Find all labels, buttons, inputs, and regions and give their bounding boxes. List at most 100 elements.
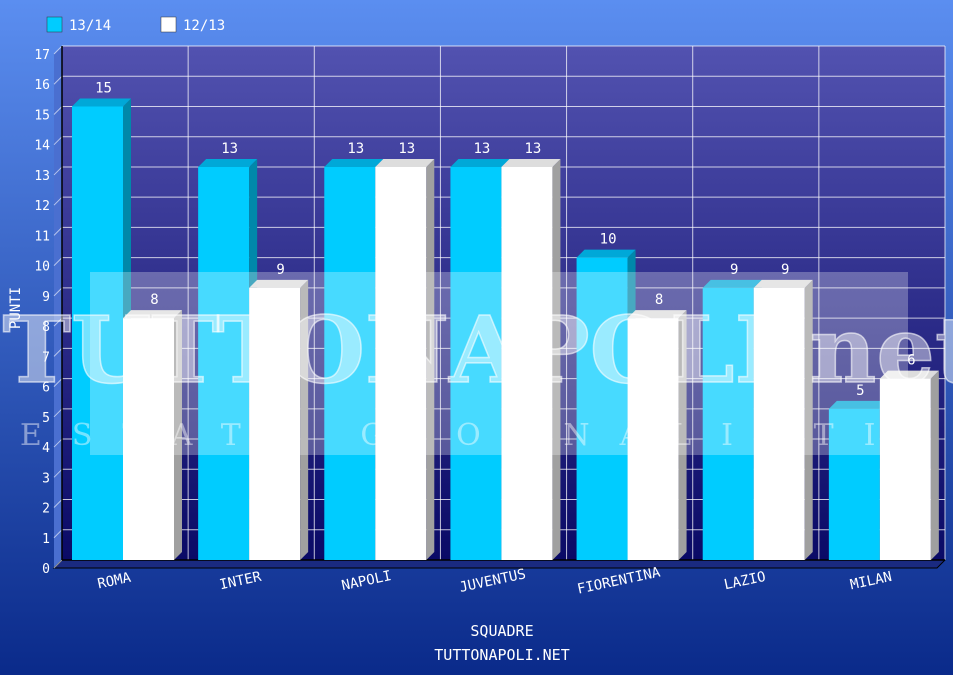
y-axis-label: PUNTI xyxy=(8,287,24,329)
bar-front xyxy=(198,166,250,561)
y-tick-label: 4 xyxy=(42,441,50,456)
y-tick-label: 7 xyxy=(42,350,50,365)
grid-line-wall xyxy=(53,438,63,448)
bar-front xyxy=(450,166,502,561)
bar-top xyxy=(753,279,813,288)
bar-side xyxy=(678,310,687,560)
bar-top xyxy=(249,279,309,288)
y-tick-label: 14 xyxy=(34,139,50,154)
y-tick-label: 6 xyxy=(42,381,50,396)
bar-top xyxy=(72,98,131,107)
plot-side-wall xyxy=(54,46,62,568)
bar-12/13-MILAN xyxy=(879,370,939,560)
legend-label: 12/13 xyxy=(183,18,225,34)
legend-swatch xyxy=(160,16,177,33)
data-label: 8 xyxy=(150,292,158,308)
bar-12/13-NAPOLI xyxy=(375,158,435,561)
data-label: 8 xyxy=(655,292,663,308)
grid-line-wall xyxy=(53,378,63,387)
grid-line-wall xyxy=(53,227,63,236)
bar-front xyxy=(828,408,880,560)
bar-12/13-INTER xyxy=(249,279,309,560)
data-label: 9 xyxy=(276,262,284,278)
bar-front xyxy=(501,166,553,561)
legend: 13/14 12/13 xyxy=(46,16,225,34)
y-tick-label: 11 xyxy=(34,229,50,244)
bar-top xyxy=(198,158,258,167)
bar-front xyxy=(879,378,931,560)
data-label: 13 xyxy=(221,141,238,157)
data-label: 13 xyxy=(473,141,490,157)
data-label: 9 xyxy=(781,262,789,278)
bar-front xyxy=(627,318,679,560)
grid-line-wall xyxy=(53,408,63,418)
bar-front xyxy=(702,287,754,560)
x-tick-label: ROMA xyxy=(96,570,133,593)
bar-front xyxy=(324,166,376,561)
legend-swatch xyxy=(46,16,63,33)
bar-front xyxy=(123,318,174,560)
bar-front xyxy=(375,166,427,561)
y-tick-label: 10 xyxy=(34,260,50,275)
bar-top xyxy=(879,370,939,379)
watermark-band xyxy=(90,272,908,455)
bar-side xyxy=(552,158,561,561)
grid-line-wall xyxy=(53,559,63,569)
y-tick-label: 16 xyxy=(34,78,50,93)
data-label: 9 xyxy=(730,262,738,278)
bar-side xyxy=(174,310,182,560)
grid-line-wall xyxy=(53,75,63,85)
bar-top xyxy=(828,400,888,409)
y-tick-label: 15 xyxy=(34,108,50,123)
watermark-title: TUTTONAPOLI.net xyxy=(3,296,953,404)
y-tick-label: 9 xyxy=(42,290,50,305)
y-tick-label: 17 xyxy=(34,48,50,63)
bar-12/13-JUVENTUS xyxy=(501,158,561,561)
source-label: TUTTONAPOLI.NET xyxy=(434,646,569,664)
grid-line-wall xyxy=(53,317,63,327)
grid-line-wall xyxy=(53,136,63,146)
y-tick-label: 2 xyxy=(42,502,50,517)
grid-line-wall xyxy=(53,499,63,508)
bar-top xyxy=(501,158,561,167)
watermark: TUTTONAPOLI.net TESTATA GIORNALISTICA xyxy=(0,272,953,455)
bar-top xyxy=(375,158,435,167)
y-tick-label: 3 xyxy=(42,471,50,486)
data-label: 5 xyxy=(856,383,864,399)
bar-front xyxy=(249,287,301,560)
bar-12/13-ROMA xyxy=(123,310,182,560)
watermark-subtitle: TESTATA GIORNALISTICA xyxy=(0,418,953,453)
x-axis-label: SQUADRE xyxy=(470,622,533,640)
y-tick-label: 1 xyxy=(42,532,50,547)
bar-top xyxy=(450,158,510,167)
bar-side xyxy=(300,279,309,560)
grid-line-wall xyxy=(53,166,63,176)
bar-side xyxy=(804,279,813,560)
data-label: 6 xyxy=(907,353,915,369)
y-tick-label: 13 xyxy=(34,169,50,184)
data-label: 13 xyxy=(347,141,364,157)
bar-top xyxy=(702,279,762,288)
bar-12/13-FIORENTINA xyxy=(627,310,687,560)
grid-line-wall xyxy=(53,468,63,478)
data-label: 13 xyxy=(524,141,541,157)
data-label: 13 xyxy=(398,141,415,157)
data-label: 10 xyxy=(600,232,617,248)
bar-top xyxy=(324,158,384,167)
bar-front xyxy=(753,287,805,560)
y-tick-label: 8 xyxy=(42,320,50,335)
y-tick-label: 12 xyxy=(34,199,50,214)
y-tick-label: 5 xyxy=(42,411,50,426)
bar-top xyxy=(627,310,687,319)
grid-line-wall xyxy=(53,257,63,267)
grid-line-wall xyxy=(53,106,63,115)
plot-floor xyxy=(52,559,947,569)
data-label: 15 xyxy=(95,80,112,96)
bar-side xyxy=(930,370,939,560)
bar-top xyxy=(576,249,636,258)
bar-front xyxy=(72,106,123,561)
grid-line-wall xyxy=(53,529,63,539)
grid-line-wall xyxy=(53,287,63,297)
